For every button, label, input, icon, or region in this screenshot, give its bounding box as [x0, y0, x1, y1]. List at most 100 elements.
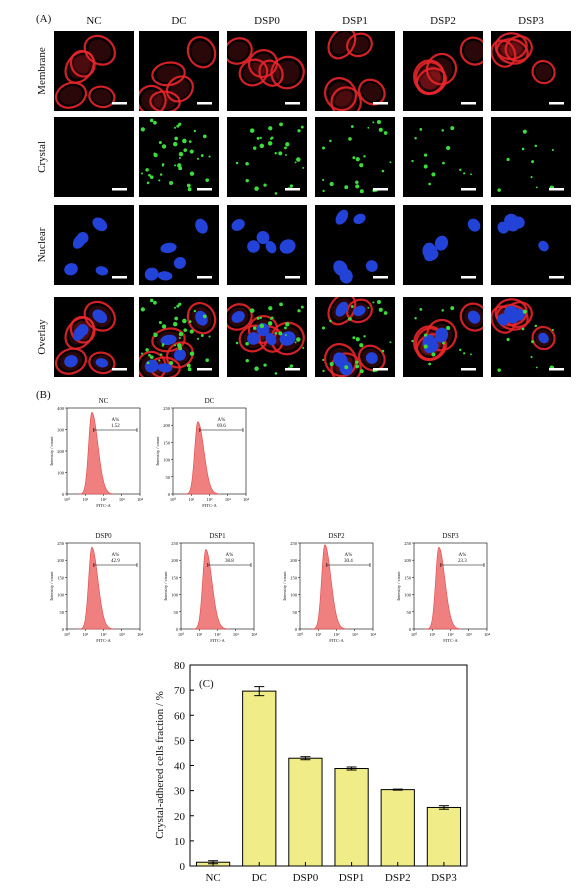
bar: [380, 789, 415, 867]
x-tick-label: 10²: [334, 632, 341, 637]
x-axis-label: FITC-A: [210, 638, 225, 643]
bar: [334, 768, 369, 867]
y-axis-label: Intensity / count: [163, 571, 168, 601]
column-header: DSP2: [430, 15, 456, 27]
plot-frame: [189, 664, 468, 867]
x-tick-label: 10⁰: [411, 632, 418, 637]
microscopy-tile: [139, 31, 219, 111]
x-tick-label: NC: [205, 872, 220, 884]
y-tick-label: 200: [290, 558, 298, 563]
histogram-title: DC: [205, 397, 215, 405]
x-axis-label: FITC-A: [96, 503, 111, 508]
y-tick-label: 100: [163, 458, 171, 463]
x-tick-label: 10⁰: [170, 497, 177, 502]
x-tick-label: DC: [252, 872, 267, 884]
y-tick-label: 50: [293, 610, 298, 615]
y-tick-label: 250: [171, 541, 179, 546]
microscopy-row-headers: Membrane Crystal Nuclear Overlay: [36, 47, 48, 355]
row-header: Membrane: [36, 47, 48, 95]
x-tick-label: 10⁴: [137, 497, 144, 502]
microscopy-grid: [54, 31, 571, 377]
microscopy-tile: [54, 117, 134, 197]
y-tick-label: 50: [174, 735, 186, 747]
y-tick-label: 0: [168, 492, 171, 497]
x-tick-label: 10⁴: [251, 632, 258, 637]
x-tick-label: DSP2: [385, 872, 411, 884]
gate-symbol: A%: [112, 418, 120, 423]
bar: [426, 806, 462, 867]
x-tick-label: DSP1: [339, 872, 365, 884]
flow-histogram: NC 0 100 200 300 400 10⁰ 10¹ 10² 10³ 10⁴ FITC-A Inte…: [49, 397, 143, 508]
histogram-title: DSP3: [442, 532, 459, 540]
microscopy-tile: [491, 205, 571, 285]
bar: [288, 757, 323, 867]
x-tick-label: 10⁴: [243, 497, 250, 502]
histogram-title: DSP0: [95, 532, 112, 540]
gate-value: 1.52: [111, 424, 120, 429]
histogram-title: DSP2: [328, 532, 345, 540]
microscopy-tile: [139, 205, 219, 285]
microscopy-tile: [227, 297, 307, 377]
y-tick-label: 250: [404, 541, 412, 546]
x-tick-label: 10¹: [188, 497, 195, 502]
x-tick-label: 10⁴: [137, 632, 144, 637]
y-tick-label: 50: [166, 475, 171, 480]
microscopy-tile: [315, 297, 395, 377]
microscopy-tile: [491, 297, 571, 377]
bar: [242, 690, 277, 867]
x-tick-label: 10³: [225, 497, 232, 502]
row-header: Crystal: [36, 141, 48, 173]
gate-symbol: A%: [459, 553, 467, 558]
y-tick-label: 200: [404, 558, 412, 563]
microscopy-tile: [315, 205, 395, 285]
gate-value: 38.8: [225, 559, 234, 564]
microscopy-tile: [315, 117, 395, 197]
x-tick-label: 10⁰: [64, 632, 71, 637]
y-tick-label: 150: [404, 575, 412, 580]
column-header: DSP1: [342, 15, 368, 27]
bars: [195, 686, 462, 867]
y-tick-label: 0: [409, 627, 412, 632]
y-tick-label: 250: [290, 541, 298, 546]
histogram-title: DSP1: [209, 532, 226, 540]
x-tick-label: 10²: [215, 632, 222, 637]
microscopy-tile: [403, 205, 483, 285]
x-tick-label: 10²: [101, 632, 108, 637]
y-tick-label: 150: [290, 575, 298, 580]
y-axis-label: Intensity / count: [282, 571, 287, 601]
gate-symbol: A%: [345, 553, 353, 558]
flow-histogram: DSP1 0 50 100 150 200 250 10⁰ 10¹ 10² 10³ 10⁴ FITC-A…: [163, 532, 257, 643]
y-tick-label: 40: [174, 761, 186, 773]
column-header: DSP0: [254, 15, 280, 27]
y-tick-label: 200: [57, 449, 65, 454]
x-tick-label: 10²: [448, 632, 455, 637]
column-header: DSP3: [518, 15, 544, 27]
x-tick-label: 10⁴: [484, 632, 491, 637]
gate-value: 69.6: [217, 424, 226, 429]
x-tick-label: 10⁰: [178, 632, 185, 637]
gate-value: 23.3: [458, 559, 467, 564]
flow-cytometry-histograms: NC 0 100 200 300 400 10⁰ 10¹ 10² 10³ 10⁴ FITC-A Inte…: [49, 397, 490, 643]
microscopy-tile: [139, 117, 219, 197]
flow-histogram: DSP2 0 50 100 150 200 250 10⁰ 10¹ 10² 10³ 10⁴ FITC-A…: [282, 532, 376, 643]
y-axis-label: Intensity / count: [49, 571, 54, 601]
microscopy-tile: [54, 205, 134, 285]
microscopy-tile: [227, 31, 307, 111]
y-tick-label: 250: [163, 406, 171, 411]
y-tick-label: 250: [57, 541, 65, 546]
flow-histogram: DC 0 50 100 150 200 250 10⁰ 10¹ 10² 10³ 10⁴ FITC-A In…: [155, 397, 249, 508]
x-axis-tick-labels: NC DC DSP0 DSP1 DSP2 DSP3: [205, 862, 457, 884]
y-tick-label: 150: [57, 575, 65, 580]
y-tick-label: 0: [295, 627, 298, 632]
x-tick-label: 10²: [207, 497, 214, 502]
x-axis-label: FITC-A: [443, 638, 458, 643]
panel-b-label: (B): [36, 389, 51, 401]
y-tick-label: 200: [163, 423, 171, 428]
x-tick-label: 10³: [233, 632, 240, 637]
y-tick-label: 150: [163, 440, 171, 445]
x-tick-label: 10¹: [429, 632, 436, 637]
y-tick-label: 100: [57, 471, 65, 476]
y-tick-label: 70: [174, 685, 186, 697]
x-tick-label: 10²: [101, 497, 108, 502]
